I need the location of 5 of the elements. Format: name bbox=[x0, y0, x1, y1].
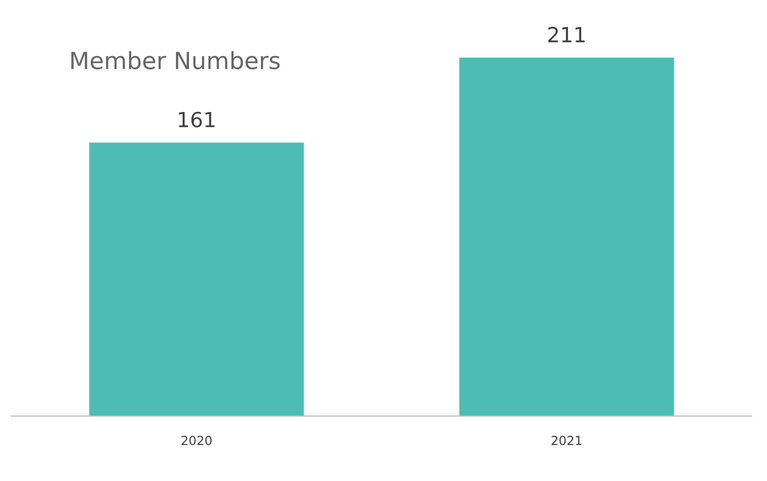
x-tick-label: 2021 bbox=[552, 436, 582, 446]
x-tick-label: 2020 bbox=[182, 436, 212, 446]
data-label: 211 bbox=[548, 26, 585, 42]
chart-title: Member Numbers bbox=[71, 51, 280, 70]
data-label: 161 bbox=[178, 112, 214, 128]
